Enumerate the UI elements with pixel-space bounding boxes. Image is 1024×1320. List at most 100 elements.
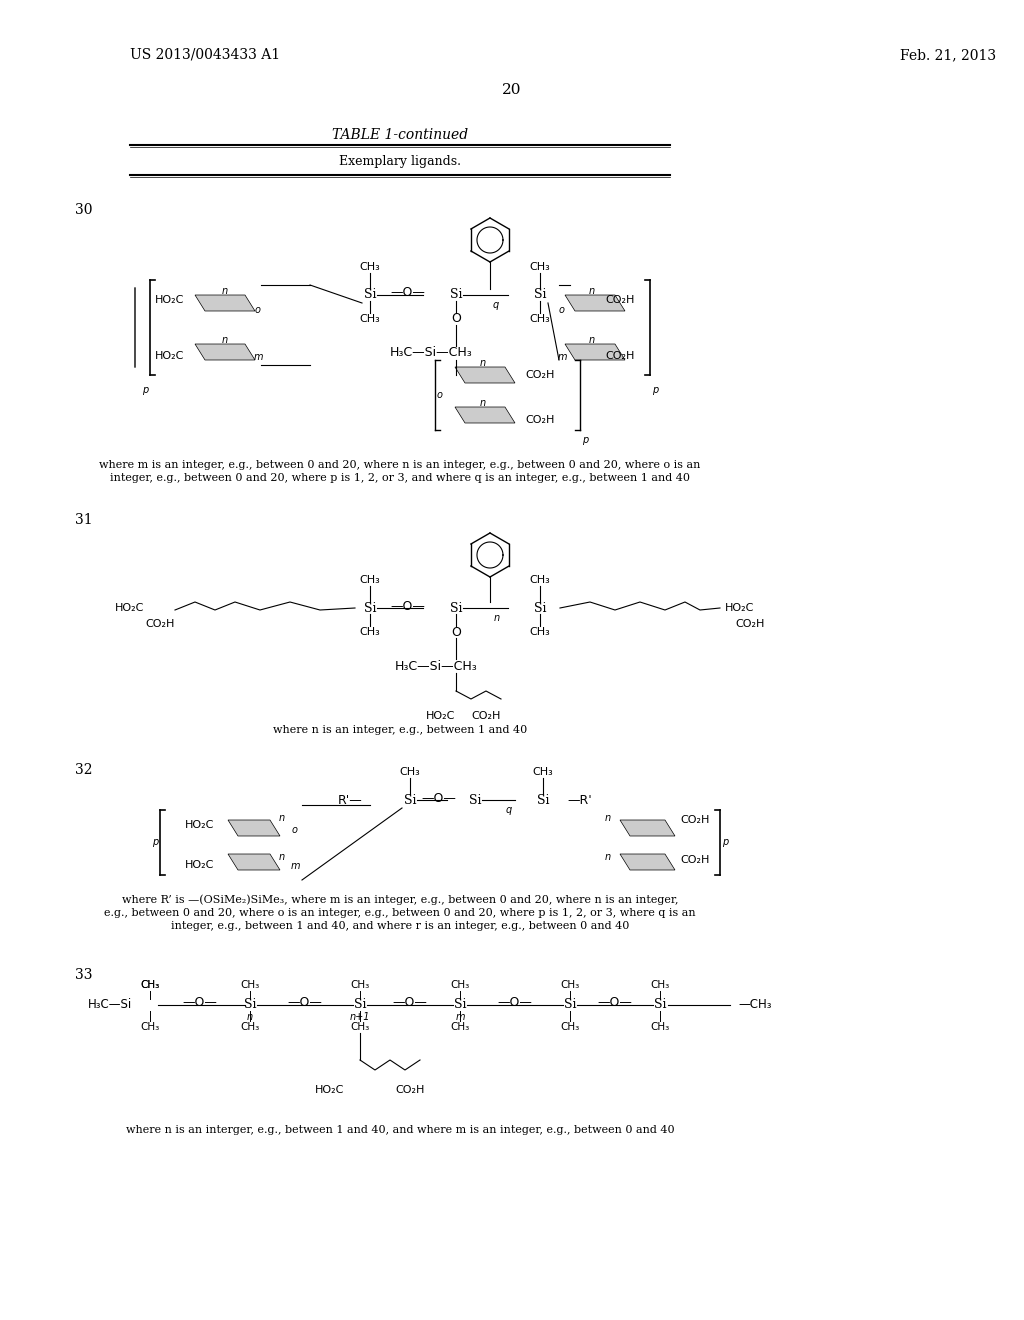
Text: CH₃: CH₃ [359, 627, 380, 638]
Polygon shape [228, 820, 280, 836]
Text: H₃C—Si—CH₃: H₃C—Si—CH₃ [389, 346, 472, 359]
Text: q: q [493, 300, 499, 310]
Text: CH₃: CH₃ [359, 314, 380, 323]
Text: m: m [290, 861, 300, 871]
Text: 20: 20 [502, 83, 522, 96]
Text: HO₂C: HO₂C [315, 1085, 345, 1096]
Text: 31: 31 [75, 513, 92, 527]
Text: Si: Si [364, 602, 376, 615]
Text: HO₂C: HO₂C [156, 351, 184, 360]
Polygon shape [455, 367, 515, 383]
Text: CH₃: CH₃ [399, 767, 421, 777]
Text: HO₂C: HO₂C [185, 820, 215, 830]
Text: Si: Si [537, 793, 549, 807]
Text: o: o [559, 305, 565, 315]
Text: o: o [292, 825, 298, 836]
Text: where R’ is —(OSiMe₂)SiMe₃, where m is an integer, e.g., between 0 and 20, where: where R’ is —(OSiMe₂)SiMe₃, where m is a… [122, 895, 678, 906]
Text: CO₂H: CO₂H [605, 351, 635, 360]
Text: n: n [589, 335, 595, 345]
Text: p: p [142, 385, 148, 395]
Text: CO₂H: CO₂H [395, 1085, 425, 1096]
Text: CH₃: CH₃ [560, 979, 580, 990]
Text: CH₃: CH₃ [451, 979, 470, 990]
Text: where n is an integer, e.g., between 1 and 40: where n is an integer, e.g., between 1 a… [272, 725, 527, 735]
Text: —O—: —O— [392, 997, 427, 1010]
Text: —O—: —O— [598, 997, 633, 1010]
Text: O: O [451, 313, 461, 326]
Text: Si: Si [564, 998, 577, 1011]
Text: n: n [222, 286, 228, 296]
Text: p: p [152, 837, 158, 847]
Text: Feb. 21, 2013: Feb. 21, 2013 [900, 48, 996, 62]
Text: Si: Si [450, 289, 462, 301]
Polygon shape [620, 820, 675, 836]
Text: Si: Si [534, 602, 546, 615]
Text: 32: 32 [75, 763, 92, 777]
Text: CH₃: CH₃ [359, 261, 380, 272]
Text: CH₃: CH₃ [140, 979, 160, 990]
Text: R'—: R'— [338, 793, 362, 807]
Text: CH₃: CH₃ [241, 979, 260, 990]
Polygon shape [455, 407, 515, 422]
Text: CO₂H: CO₂H [525, 370, 554, 380]
Text: Si: Si [353, 998, 367, 1011]
Text: n+1: n+1 [350, 1012, 371, 1022]
Text: TABLE 1-continued: TABLE 1-continued [332, 128, 468, 143]
Polygon shape [565, 294, 625, 312]
Text: Si: Si [454, 998, 466, 1011]
Text: CO₂H: CO₂H [525, 414, 554, 425]
Text: Si: Si [364, 289, 376, 301]
Text: CH₃: CH₃ [529, 314, 550, 323]
Polygon shape [620, 854, 675, 870]
Text: —R': —R' [567, 793, 592, 807]
Text: p: p [722, 837, 728, 847]
Text: Si: Si [653, 998, 667, 1011]
Text: CH₃: CH₃ [650, 979, 670, 990]
Text: CH₃: CH₃ [529, 261, 550, 272]
Text: CO₂H: CO₂H [680, 855, 710, 865]
Text: CO₂H: CO₂H [605, 294, 635, 305]
Text: o: o [437, 389, 443, 400]
Text: CH₃: CH₃ [359, 576, 380, 585]
Text: H₃C—Si: H₃C—Si [88, 998, 132, 1011]
Text: Si: Si [469, 793, 481, 807]
Text: —O—: —O— [498, 997, 532, 1010]
Text: n: n [589, 286, 595, 296]
Text: Si: Si [534, 289, 546, 301]
Text: HO₂C: HO₂C [725, 603, 755, 612]
Text: integer, e.g., between 0 and 20, where p is 1, 2, or 3, and where q is an intege: integer, e.g., between 0 and 20, where p… [110, 473, 690, 483]
Polygon shape [195, 345, 255, 360]
Text: HO₂C: HO₂C [185, 861, 215, 870]
Text: m: m [253, 352, 263, 362]
Text: CH₃: CH₃ [529, 627, 550, 638]
Text: p: p [652, 385, 658, 395]
Polygon shape [565, 345, 625, 360]
Text: CH₃: CH₃ [532, 767, 553, 777]
Text: q: q [506, 805, 512, 814]
Text: —O—: —O— [390, 599, 425, 612]
Text: CH₃: CH₃ [560, 1022, 580, 1032]
Text: —CH₃: —CH₃ [738, 998, 772, 1011]
Text: Exemplary ligands.: Exemplary ligands. [339, 156, 461, 169]
Text: o: o [255, 305, 261, 315]
Text: p: p [582, 436, 588, 445]
Text: CO₂H: CO₂H [735, 619, 765, 630]
Text: CO₂H: CO₂H [471, 711, 501, 721]
Text: n: n [494, 612, 500, 623]
Text: Si: Si [450, 602, 462, 615]
Polygon shape [195, 294, 255, 312]
Text: m: m [456, 1012, 465, 1022]
Text: —O—: —O— [422, 792, 457, 804]
Text: CO₂H: CO₂H [145, 619, 175, 630]
Text: n: n [605, 813, 611, 822]
Text: n: n [279, 813, 285, 822]
Text: H₃C—Si—CH₃: H₃C—Si—CH₃ [394, 660, 477, 672]
Text: CH₃: CH₃ [350, 979, 370, 990]
Text: n: n [480, 358, 486, 368]
Text: —O—: —O— [390, 286, 425, 300]
Text: CH₃: CH₃ [140, 1022, 160, 1032]
Text: CH₃: CH₃ [350, 1022, 370, 1032]
Text: CH₃: CH₃ [529, 576, 550, 585]
Text: CH₃: CH₃ [241, 1022, 260, 1032]
Text: —O—: —O— [182, 997, 217, 1010]
